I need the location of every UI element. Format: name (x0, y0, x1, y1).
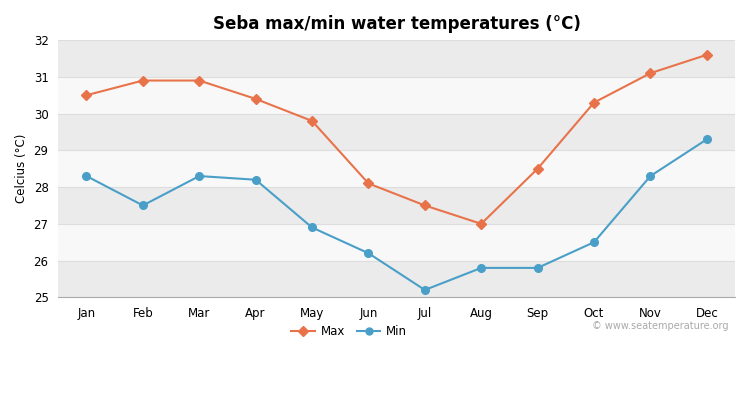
Bar (58, 150, 735, 187)
Bar (58, 77, 735, 114)
Y-axis label: Celcius (°C): Celcius (°C) (15, 134, 28, 203)
Bar (58, 260, 735, 297)
Bar (58, 224, 735, 260)
Text: © www.seatemperature.org: © www.seatemperature.org (592, 321, 728, 331)
Bar (58, 114, 735, 150)
Bar (58, 40, 735, 77)
Bar (58, 187, 735, 224)
Title: Seba max/min water temperatures (°C): Seba max/min water temperatures (°C) (213, 15, 580, 33)
Legend: Max, Min: Max, Min (286, 320, 412, 343)
